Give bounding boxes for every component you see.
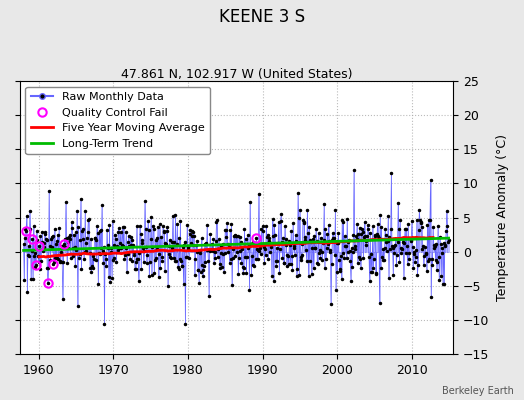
- Y-axis label: Temperature Anomaly (°C): Temperature Anomaly (°C): [496, 134, 509, 301]
- Legend: Raw Monthly Data, Quality Control Fail, Five Year Moving Average, Long-Term Tren: Raw Monthly Data, Quality Control Fail, …: [26, 86, 211, 154]
- Title: 47.861 N, 102.917 W (United States): 47.861 N, 102.917 W (United States): [121, 68, 352, 81]
- Text: Berkeley Earth: Berkeley Earth: [442, 386, 514, 396]
- Text: KEENE 3 S: KEENE 3 S: [219, 8, 305, 26]
